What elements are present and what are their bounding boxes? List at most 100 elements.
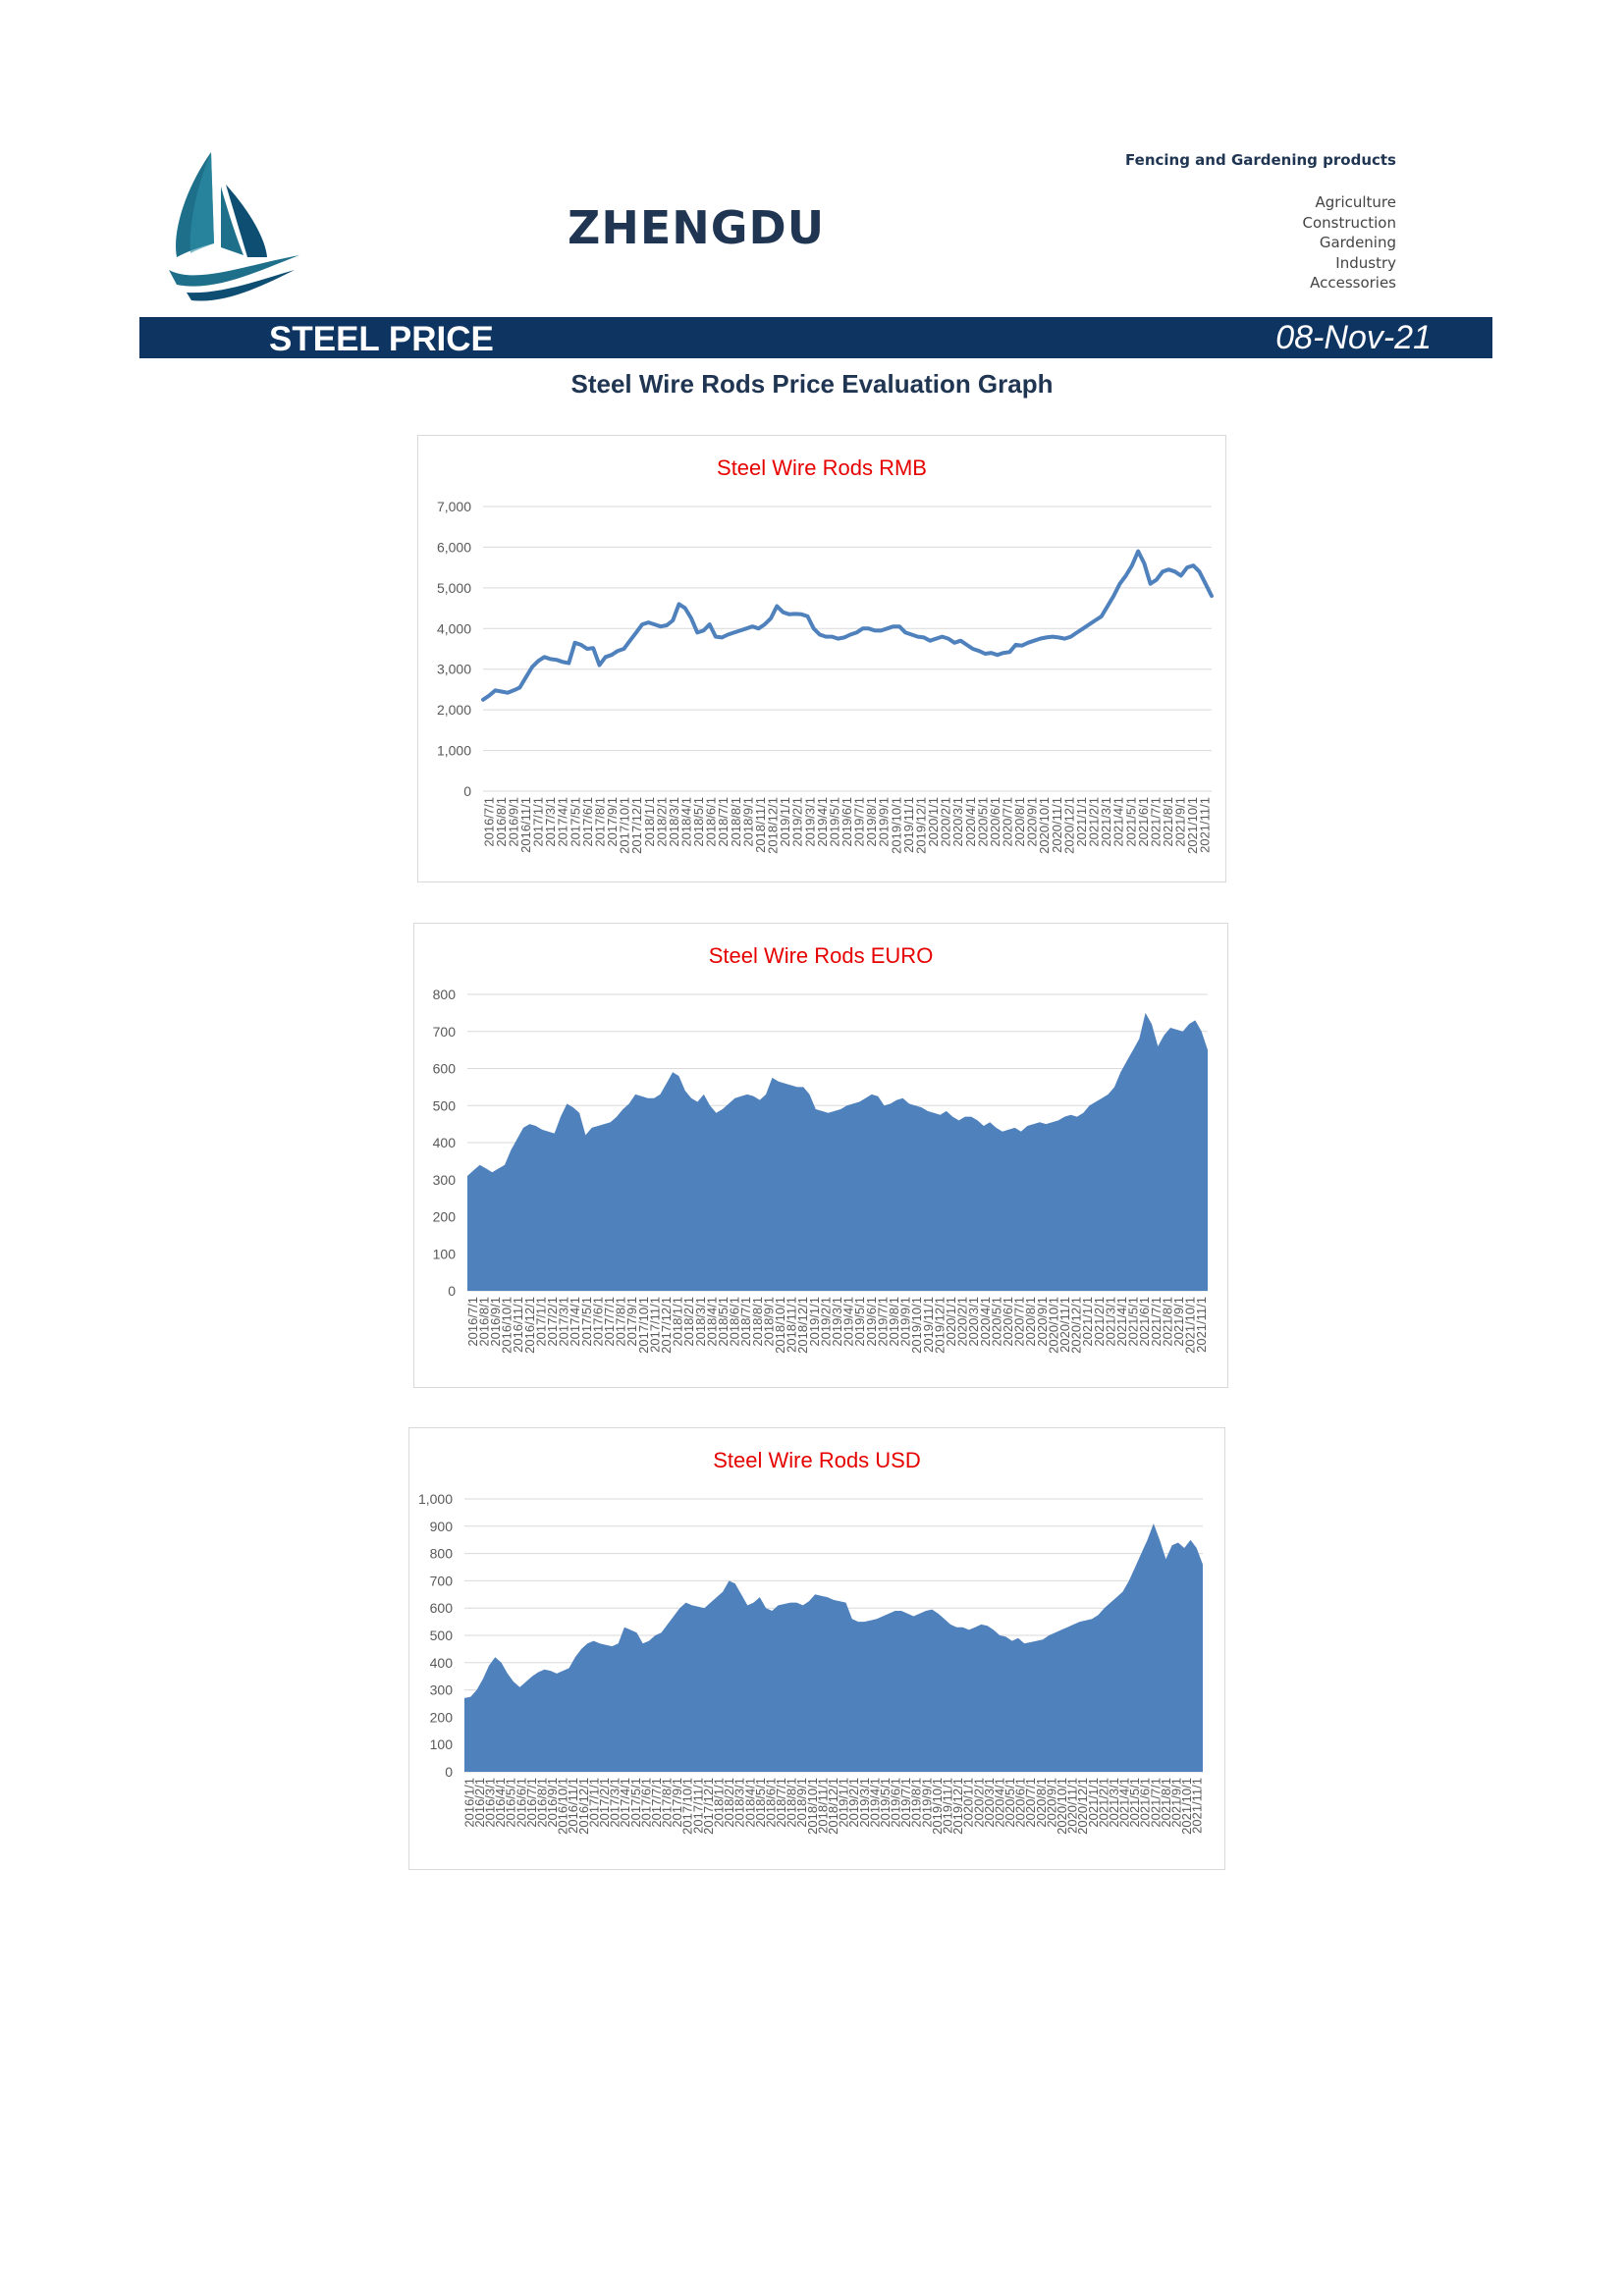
category-item: Accessories xyxy=(1310,274,1396,292)
x-tick-label: 2018/6/1 xyxy=(728,1297,742,1347)
x-tick-label: 2019/12/1 xyxy=(950,1778,965,1835)
x-tick-label: 2021/5/1 xyxy=(1126,1297,1141,1347)
x-tick-label: 2016/8/1 xyxy=(476,1297,491,1347)
x-tick-label: 2020/12/1 xyxy=(1075,1778,1090,1835)
x-tick-label: 2020/12/1 xyxy=(1061,797,1076,854)
x-tick-label: 2016/3/1 xyxy=(482,1778,497,1828)
x-tick-label: 2018/10/1 xyxy=(805,1778,820,1835)
x-tick-label: 2021/2/1 xyxy=(1096,1778,1110,1828)
x-tick-label: 2019/6/1 xyxy=(839,797,854,847)
x-tick-label: 2019/4/1 xyxy=(841,1297,856,1347)
x-tick-label: 2019/8/1 xyxy=(887,1297,901,1347)
x-tick-label: 2019/1/1 xyxy=(807,1297,822,1347)
area-series xyxy=(464,1523,1203,1772)
y-tick-label: 100 xyxy=(433,1246,457,1261)
y-tick-label: 0 xyxy=(448,1283,456,1299)
x-tick-label: 2020/8/1 xyxy=(1023,1297,1038,1347)
x-tick-label: 2016/10/1 xyxy=(556,1778,570,1835)
x-tick-label: 2020/4/1 xyxy=(992,1778,1006,1828)
x-tick-label: 2017/12/1 xyxy=(629,797,644,854)
x-tick-label: 2021/7/1 xyxy=(1149,1297,1164,1347)
x-tick-label: 2017/1/1 xyxy=(533,1297,548,1347)
x-tick-label: 2018/2/1 xyxy=(654,797,669,847)
x-tick-label: 2020/4/1 xyxy=(963,797,978,847)
x-tick-label: 2017/3/1 xyxy=(543,797,558,847)
x-tick-label: 2017/2/1 xyxy=(545,1297,560,1347)
y-tick-label: 1,000 xyxy=(437,743,471,759)
x-tick-label: 2018/9/1 xyxy=(740,797,755,847)
x-tick-label: 2019/2/1 xyxy=(846,1778,861,1828)
y-tick-label: 6,000 xyxy=(437,539,471,555)
x-tick-label: 2018/10/1 xyxy=(773,1297,787,1354)
euro-chart: Steel Wire Rods EURO 0 100 200 300 400 500 600 7… xyxy=(413,923,1228,1388)
x-tick-label: 2019/12/1 xyxy=(932,1297,947,1354)
x-tick-label: 2019/8/1 xyxy=(864,797,879,847)
y-tick-label: 2,000 xyxy=(437,702,471,718)
x-tick-label: 2018/9/1 xyxy=(794,1778,809,1828)
x-tick-label: 2021/2/1 xyxy=(1092,1297,1107,1347)
x-tick-label: 2018/1/1 xyxy=(642,797,657,847)
y-tick-label: 300 xyxy=(433,1172,457,1188)
x-tick-label: 2019/4/1 xyxy=(815,797,830,847)
line-series xyxy=(481,549,1214,702)
x-tick-label: 2016/1/1 xyxy=(461,1778,476,1828)
x-tick-label: 2020/1/1 xyxy=(961,1778,976,1828)
y-tick-label: 5,000 xyxy=(437,580,471,596)
x-tick-label: 2020/5/1 xyxy=(975,797,990,847)
x-tick-label: 2020/3/1 xyxy=(966,1297,981,1347)
x-tick-label: 2016/7/1 xyxy=(524,1778,539,1828)
x-tick-label: 2019/7/1 xyxy=(898,1778,913,1828)
x-tick-label: 2019/9/1 xyxy=(919,1778,934,1828)
x-tick-label: 2017/4/1 xyxy=(556,797,570,847)
x-tick-label: 2021/9/1 xyxy=(1169,1778,1184,1828)
x-tick-label: 2017/6/1 xyxy=(638,1778,653,1828)
x-tick-label: 2017/9/1 xyxy=(670,1778,684,1828)
x-tick-label: 2020/6/1 xyxy=(988,797,1002,847)
y-tick-label: 4,000 xyxy=(437,620,471,636)
x-tick-label: 2019/4/1 xyxy=(867,1778,882,1828)
y-tick-label: 900 xyxy=(430,1519,454,1534)
x-tick-label: 2018/3/1 xyxy=(693,1297,708,1347)
x-tick-label: 2021/11/1 xyxy=(1190,1778,1205,1834)
y-tick-label: 100 xyxy=(430,1736,454,1752)
rmb-chart: Steel Wire Rods RMB 0 1,000 2,000 3,000 4,000… xyxy=(417,435,1226,882)
x-tick-label: 2017/11/1 xyxy=(647,1297,662,1353)
y-tick-label: 200 xyxy=(433,1209,457,1225)
x-tick-label: 2018/4/1 xyxy=(679,797,694,847)
x-tick-label: 2021/6/1 xyxy=(1136,797,1151,847)
y-tick-label: 200 xyxy=(430,1709,454,1725)
x-tick-label: 2018/4/1 xyxy=(742,1778,757,1828)
x-tick-label: 2017/7/1 xyxy=(602,1297,617,1347)
title-banner: STEEL PRICE 08-Nov-21 xyxy=(139,317,1492,358)
x-tick-label: 2018/8/1 xyxy=(729,797,743,847)
x-tick-label: 2019/3/1 xyxy=(857,1778,872,1828)
x-tick-label: 2020/7/1 xyxy=(1023,1778,1038,1828)
y-tick-label: 800 xyxy=(430,1546,454,1562)
x-tick-label: 2020/8/1 xyxy=(1034,1778,1049,1828)
x-tick-label: 2019/12/1 xyxy=(913,797,928,854)
x-tick-label: 2021/9/1 xyxy=(1173,797,1188,847)
x-tick-label: 2017/5/1 xyxy=(628,1778,643,1828)
banner-date: 08-Nov-21 xyxy=(1275,319,1432,356)
y-tick-label: 700 xyxy=(430,1573,454,1588)
x-tick-label: 2020/4/1 xyxy=(978,1297,993,1347)
x-tick-label: 2017/10/1 xyxy=(636,1297,651,1354)
x-tick-label: 2020/2/1 xyxy=(955,1297,970,1347)
x-tick-label: 2018/4/1 xyxy=(704,1297,719,1347)
x-tick-label: 2019/1/1 xyxy=(837,1778,851,1828)
x-tick-label: 2020/3/1 xyxy=(982,1778,997,1828)
x-tick-label: 2020/11/1 xyxy=(1057,1297,1072,1353)
x-tick-label: 2019/10/1 xyxy=(930,1778,945,1835)
x-tick-label: 2018/3/1 xyxy=(667,797,681,847)
brand-name: ZHENGDU xyxy=(568,201,826,254)
x-tick-label: 2017/12/1 xyxy=(701,1778,716,1835)
x-tick-label: 2021/10/1 xyxy=(1183,1297,1198,1354)
x-tick-label: 2016/11/1 xyxy=(511,1297,525,1353)
tagline: Fencing and Gardening products xyxy=(1125,151,1396,169)
chart-svg: Steel Wire Rods EURO 0 100 200 300 400 500 600 7… xyxy=(433,943,1210,1354)
x-tick-label: 2018/7/1 xyxy=(774,1778,788,1828)
x-tick-label: 2016/12/1 xyxy=(576,1778,591,1835)
x-tick-label: 2018/3/1 xyxy=(732,1778,747,1828)
x-tick-label: 2021/10/1 xyxy=(1179,1778,1194,1835)
x-tick-label: 2017/6/1 xyxy=(580,797,595,847)
